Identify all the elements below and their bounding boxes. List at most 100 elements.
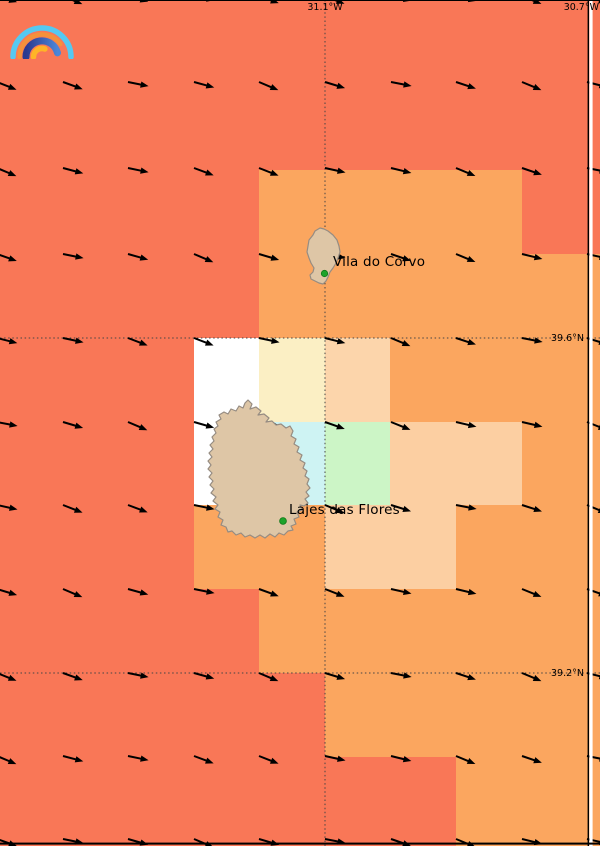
map-cell — [325, 422, 390, 505]
wind-arrow — [586, 167, 600, 174]
wind-arrow — [521, 253, 543, 261]
wind-arrow — [455, 167, 476, 177]
map-cell — [456, 757, 600, 846]
wind-arrow — [193, 167, 214, 176]
wind-arrow — [0, 672, 17, 681]
wind-arrow — [62, 0, 83, 5]
latitude-label-upper: 39.6°N — [550, 332, 584, 344]
wind-arrow — [0, 337, 18, 345]
map-cell — [325, 505, 456, 589]
wind-arrow — [193, 337, 214, 346]
wind-arrow — [258, 588, 279, 597]
wind-arrow — [62, 81, 83, 90]
longitude-label-right: 30.7°W — [563, 2, 599, 13]
wind-arrow — [0, 167, 17, 177]
wind-arrow — [62, 253, 84, 260]
latitude-label-lower: 39.2°N — [550, 667, 584, 679]
place-marker-dot — [320, 269, 329, 278]
wind-arrow — [0, 253, 17, 262]
wind-arrow — [455, 755, 476, 765]
wind-arrow — [193, 504, 215, 511]
wind-arrow — [127, 588, 149, 596]
wind-arrow — [586, 81, 600, 89]
wind-arrow — [127, 167, 149, 174]
wind-arrow — [586, 421, 600, 430]
wind-arrow — [390, 81, 412, 88]
map-cell — [522, 422, 600, 505]
map-cell — [259, 589, 600, 673]
wind-arrow — [324, 504, 345, 514]
wind-arrow — [193, 253, 214, 263]
wind-arrow — [127, 504, 148, 513]
wind-arrow — [586, 672, 600, 680]
wind-arrow — [62, 755, 84, 763]
rainbow-logo-icon — [10, 25, 74, 59]
axis-white-gap — [589, 0, 593, 846]
wind-arrow — [390, 504, 412, 512]
wind-arrow — [127, 421, 148, 431]
wind-arrow — [324, 81, 346, 89]
wind-arrow — [127, 253, 149, 261]
wind-arrow — [258, 337, 280, 344]
wind-arrow — [0, 504, 18, 511]
map-cell — [325, 338, 390, 422]
map-cell — [325, 673, 600, 757]
wind-arrow — [390, 421, 411, 430]
place-label-lajes-das-flores: Lajes das Flores — [289, 502, 400, 518]
wind-arrow — [127, 81, 149, 88]
wind-arrow — [521, 337, 543, 344]
map-cell — [390, 338, 600, 422]
wind-arrow — [324, 421, 345, 430]
map-cell — [259, 170, 522, 254]
wind-arrow — [62, 672, 83, 681]
longitude-label-left: 31.1°W — [307, 2, 343, 13]
wind-arrow — [521, 81, 542, 91]
wind-arrow — [62, 167, 84, 175]
place-label-vila-do-corvo: Vila do Corvo — [333, 254, 426, 270]
wind-arrow — [324, 337, 346, 345]
wind-arrow — [324, 755, 346, 762]
wind-arrow — [521, 588, 542, 597]
wind-arrow — [521, 672, 542, 682]
island-corvo — [306, 227, 341, 285]
wind-arrow — [193, 81, 215, 89]
wind-arrow — [586, 755, 600, 762]
wind-arrow — [521, 504, 542, 513]
wind-arrow — [324, 588, 345, 597]
map-cell — [456, 505, 600, 589]
map-cell — [390, 422, 522, 505]
wind-arrow — [521, 167, 542, 176]
wind-arrow — [455, 672, 476, 681]
wind-arrow — [0, 421, 18, 428]
wind-arrow — [390, 755, 412, 763]
wind-arrow — [390, 167, 412, 175]
wind-arrow — [127, 337, 148, 346]
wind-arrow — [62, 588, 83, 598]
wind-arrow — [586, 337, 600, 345]
wind-arrow — [586, 253, 600, 260]
islands — [207, 227, 341, 539]
wind-arrow — [455, 504, 477, 511]
wind-arrow — [62, 337, 84, 344]
wind-arrow — [0, 588, 18, 596]
wind-arrow — [455, 253, 476, 263]
wind-arrow — [193, 588, 215, 595]
wind-arrow — [0, 81, 17, 90]
island-flores — [207, 399, 311, 539]
wind-arrow — [455, 81, 476, 90]
wind-arrow — [258, 672, 279, 682]
wind-arrow — [127, 755, 149, 762]
wind-arrow — [258, 253, 280, 261]
map-cell — [259, 338, 325, 422]
wind-arrow — [390, 672, 412, 679]
wind-arrow — [455, 421, 477, 429]
wind-arrow — [62, 421, 84, 429]
place-marker-dot — [279, 517, 287, 525]
wind-arrow — [521, 755, 542, 764]
wind-arrow — [586, 588, 600, 597]
